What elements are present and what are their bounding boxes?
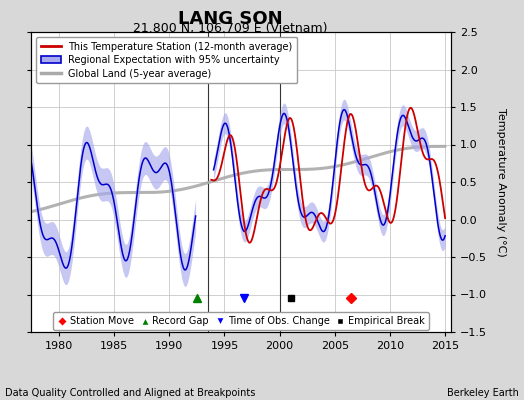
Text: Data Quality Controlled and Aligned at Breakpoints: Data Quality Controlled and Aligned at B… <box>5 388 256 398</box>
Legend: Station Move, Record Gap, Time of Obs. Change, Empirical Break: Station Move, Record Gap, Time of Obs. C… <box>53 312 429 330</box>
Y-axis label: Temperature Anomaly (°C): Temperature Anomaly (°C) <box>496 108 506 256</box>
Text: Berkeley Earth: Berkeley Earth <box>447 388 519 398</box>
Text: LANG SON: LANG SON <box>178 10 283 28</box>
Text: 21.800 N, 106.709 E (Vietnam): 21.800 N, 106.709 E (Vietnam) <box>133 22 328 35</box>
